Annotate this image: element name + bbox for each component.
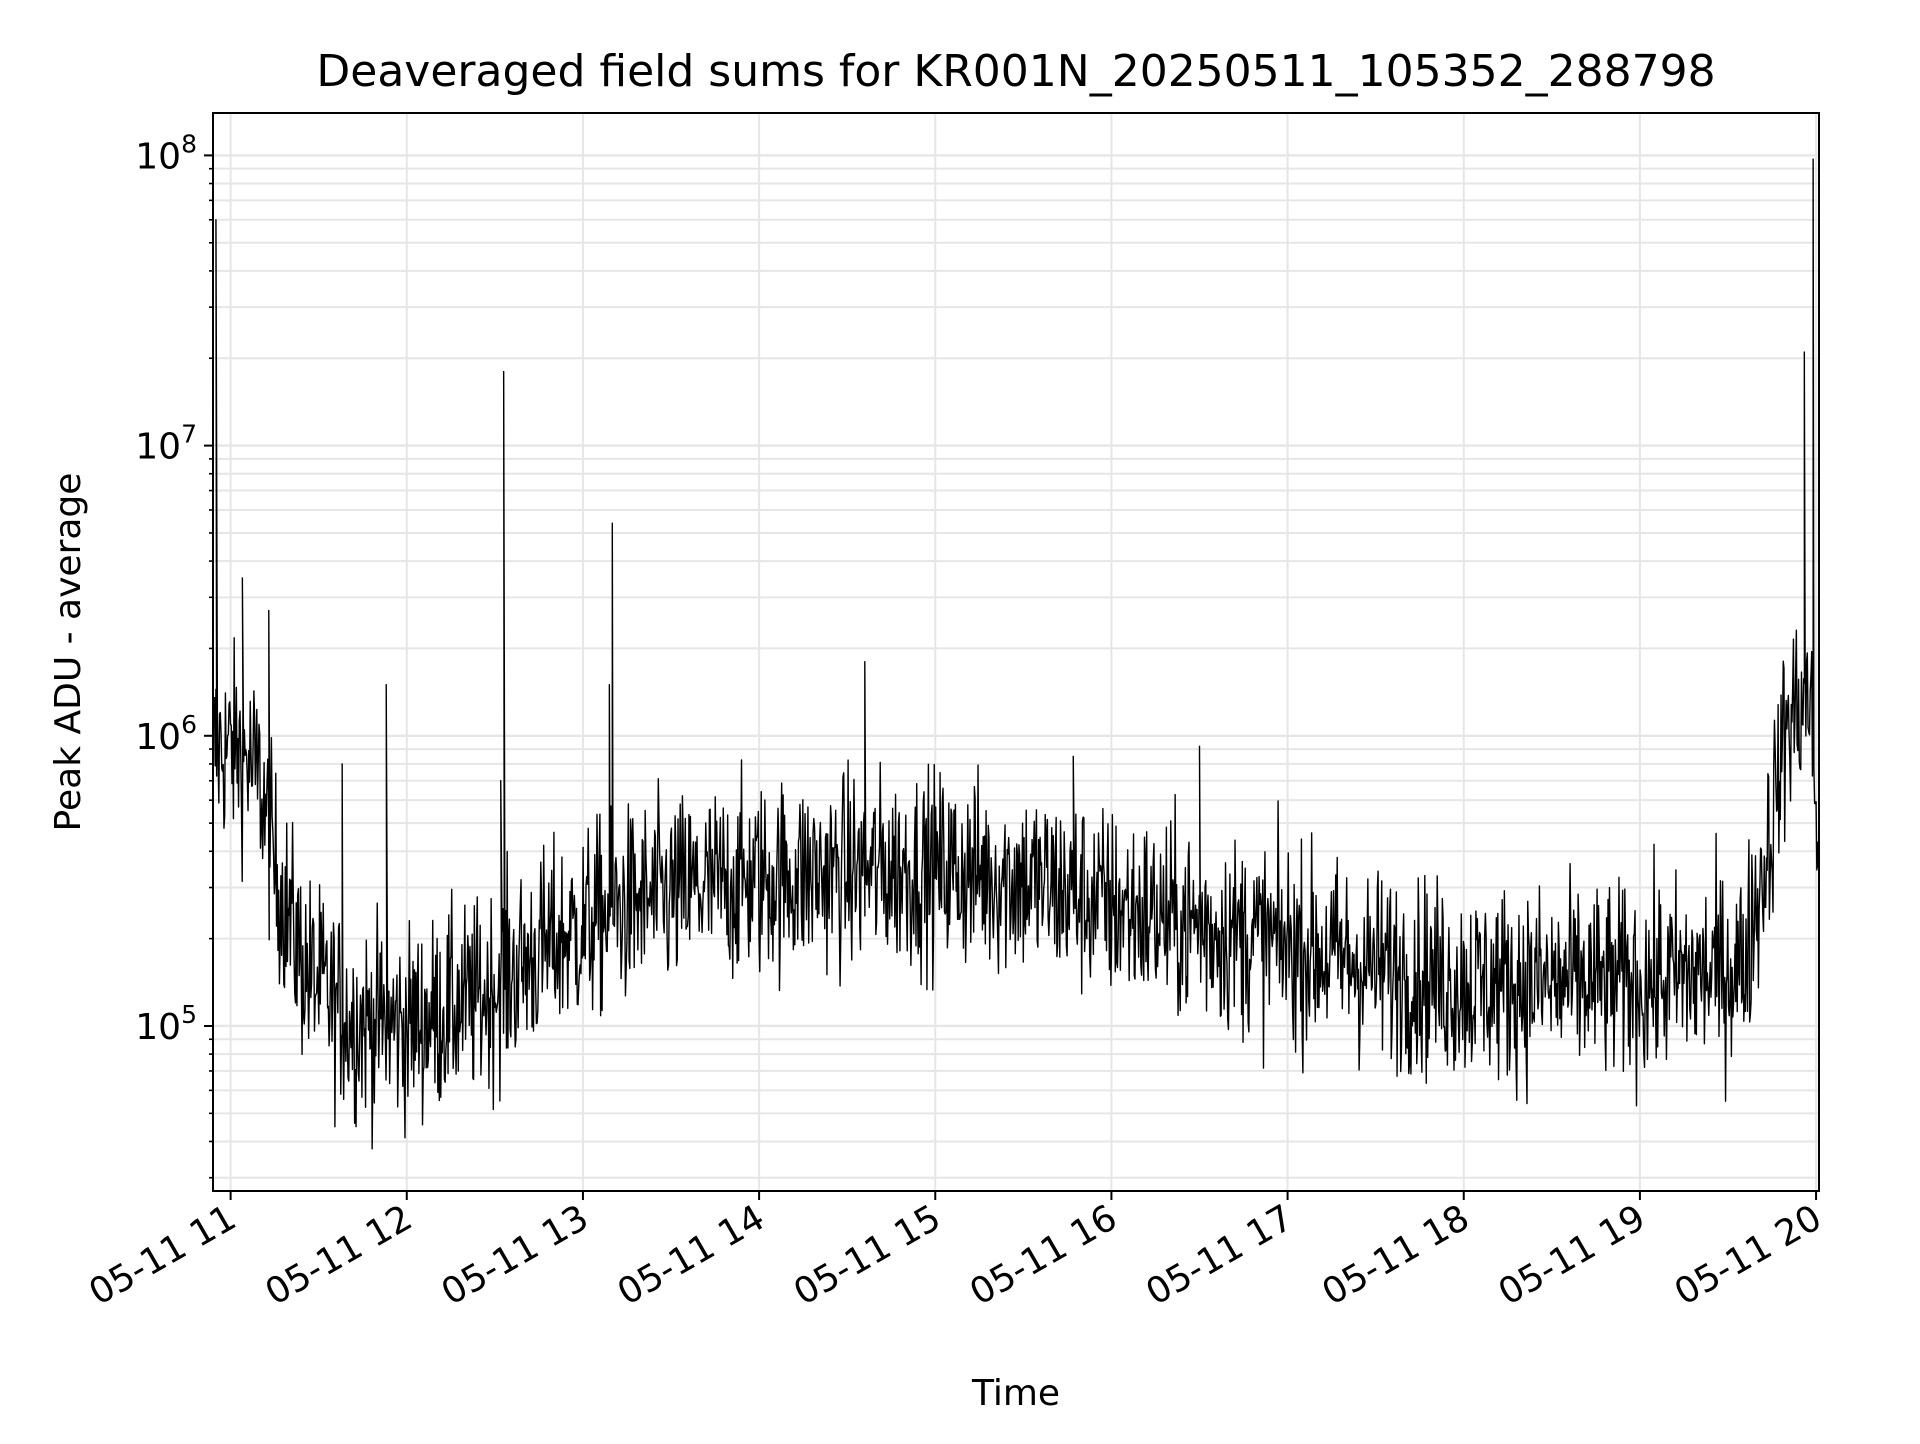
- x-tick-label: 05-11 14: [611, 1197, 772, 1313]
- x-tick-label: 05-11 19: [1492, 1197, 1653, 1313]
- series-line: [212, 158, 1820, 1150]
- x-tick-label: 05-11 18: [1316, 1197, 1477, 1313]
- x-tick-label: 05-11 16: [963, 1197, 1124, 1313]
- x-tick-label: 05-11 20: [1668, 1197, 1829, 1313]
- x-tick-label: 05-11 13: [435, 1197, 596, 1313]
- x-tick-label: 05-11 12: [259, 1197, 420, 1313]
- x-tick-label: 05-11 11: [82, 1197, 243, 1313]
- x-axis-label: Time: [971, 1373, 1060, 1414]
- y-tick-label: 106: [135, 710, 197, 758]
- y-axis-label: Peak ADU - average: [48, 473, 89, 832]
- chart-title: Deaveraged field sums for KR001N_2025051…: [316, 46, 1715, 97]
- x-tick-label: 05-11 17: [1139, 1197, 1300, 1313]
- plot-frame: [212, 112, 1820, 1192]
- y-tick-label: 108: [135, 129, 197, 177]
- x-tick-label: 05-11 15: [787, 1197, 948, 1313]
- y-tick-label: 105: [135, 1000, 197, 1048]
- y-tick-label: 107: [135, 420, 197, 468]
- data-layer: [212, 158, 1820, 1150]
